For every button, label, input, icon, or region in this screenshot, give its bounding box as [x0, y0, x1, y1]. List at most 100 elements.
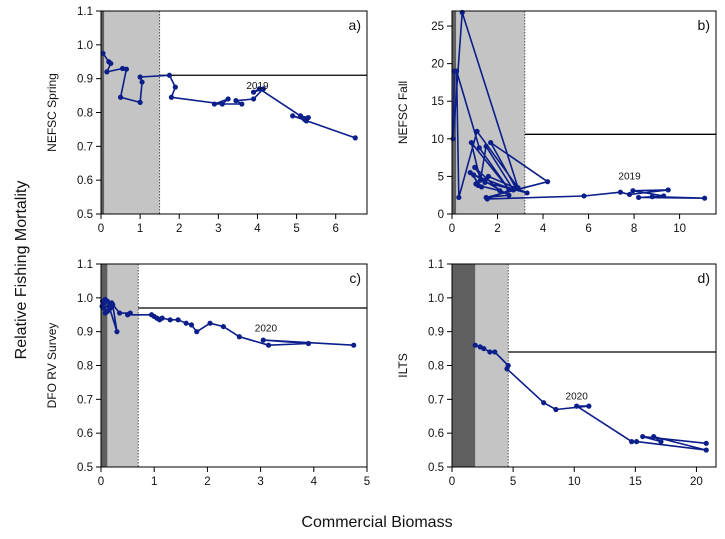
data-point — [137, 74, 143, 80]
x-tick-label: 2 — [204, 476, 210, 488]
y-tick-label: 1.0 — [428, 293, 444, 305]
data-point — [108, 60, 114, 67]
y-tick-label: 0.7 — [77, 394, 93, 406]
year-annotation: 2020 — [566, 391, 589, 402]
data-point — [472, 342, 478, 348]
data-point — [183, 320, 189, 326]
panel-b: 2019 b) 0 5 10 15 20 25 0 2 4 6 8 10 NEFSC Fall — [396, 9, 717, 235]
y-tick-label: 0.5 — [428, 462, 444, 474]
data-point — [658, 439, 664, 445]
data-point — [297, 113, 304, 119]
data-point — [123, 66, 130, 72]
data-point — [139, 79, 145, 85]
data-point — [100, 50, 106, 56]
data-point — [513, 185, 519, 191]
y-tick-label: 0.5 — [77, 462, 93, 474]
panel-frame — [451, 10, 717, 215]
dark-zone — [101, 11, 105, 214]
data-point — [661, 193, 667, 199]
x-tick-label: 10 — [673, 223, 686, 235]
data-point — [104, 69, 110, 75]
data-point — [629, 439, 635, 445]
light-zone — [107, 264, 139, 467]
panel-ylabel: NEFSC Fall — [396, 81, 410, 144]
data-point — [236, 334, 242, 340]
data-point — [151, 313, 157, 320]
x-tick-label: 8 — [631, 223, 637, 235]
data-point — [168, 94, 175, 100]
data-point — [506, 192, 512, 198]
panel-c: 2020 c) 0.5 0.6 0.7 0.8 0.9 1.0 1.1 0 1 2 3 4 5 DFO RV … — [45, 259, 370, 488]
data-point — [233, 98, 239, 104]
y-tick-label: 0.6 — [77, 175, 93, 187]
data-point — [211, 101, 218, 107]
data-point — [260, 337, 266, 343]
data-point — [125, 312, 131, 318]
year-annotation: 2020 — [255, 324, 278, 335]
y-tick-label: 0.5 — [77, 209, 93, 221]
data-point — [301, 116, 308, 122]
y-tick-label: 0.6 — [77, 428, 93, 440]
panel-tag: d) — [698, 270, 710, 286]
panel-ylabel: NEFSC Spring — [45, 73, 59, 152]
data-point — [702, 195, 708, 201]
data-point — [574, 403, 580, 409]
dark-zone — [452, 264, 476, 467]
data-point — [665, 187, 671, 193]
y-tick-label: 0.7 — [77, 141, 93, 153]
data-point — [114, 329, 120, 335]
panels: 2019 a) 0.5 0.6 0.7 0.8 0.9 1.0 1.1 0 1 2 3 4 5 6 NEFSC … — [45, 6, 717, 488]
data-point — [581, 193, 587, 199]
series-line — [101, 298, 354, 347]
data-point — [137, 99, 143, 105]
data-point — [159, 315, 165, 321]
data-point — [352, 135, 358, 141]
series-line — [474, 344, 708, 451]
data-point — [474, 128, 480, 134]
x-tick-label: 10 — [568, 476, 581, 488]
data-point — [472, 164, 478, 170]
y-tick-label: 10 — [431, 134, 444, 146]
y-tick-label: 25 — [431, 21, 444, 33]
data-point — [265, 342, 272, 348]
data-point — [468, 139, 474, 146]
data-point — [109, 300, 115, 306]
data-point — [544, 179, 551, 185]
x-tick-label: 0 — [98, 476, 104, 488]
data-point — [207, 320, 213, 326]
x-tick-label: 3 — [215, 223, 221, 235]
y-tick-label: 5 — [438, 171, 444, 183]
panel-d: 2020 d) 0.5 0.6 0.7 0.8 0.9 1.0 1.1 0 5 10 15 20 ILTS — [396, 259, 717, 488]
data-point — [172, 84, 178, 90]
y-tick-label: 0.6 — [428, 428, 444, 440]
data-point — [167, 317, 173, 323]
data-point — [260, 86, 266, 92]
x-tick-label: 4 — [311, 476, 318, 488]
x-tick-label: 5 — [364, 476, 370, 488]
x-tick-label: 3 — [257, 476, 263, 488]
data-point — [492, 349, 498, 355]
data-point — [617, 189, 624, 195]
data-point — [453, 68, 460, 74]
data-point — [482, 179, 488, 186]
y-tick-label: 0.8 — [428, 361, 444, 373]
data-point — [630, 188, 636, 194]
panel-tag: b) — [698, 17, 710, 33]
data-point — [504, 366, 510, 372]
data-point — [250, 96, 257, 102]
data-point — [351, 342, 357, 348]
data-point — [239, 101, 245, 107]
data-point — [633, 439, 640, 445]
data-point — [175, 317, 181, 323]
dark-zone — [101, 264, 108, 467]
panel-ylabel: DFO RV Survey — [45, 323, 59, 409]
data-point — [166, 72, 173, 78]
data-point — [101, 305, 107, 311]
x-tick-label: 4 — [540, 223, 547, 235]
data-point — [117, 310, 123, 316]
x-tick-label: 1 — [137, 223, 143, 235]
data-point — [487, 349, 493, 355]
x-tick-label: 5 — [293, 223, 299, 235]
y-tick-label: 0.8 — [77, 361, 93, 373]
